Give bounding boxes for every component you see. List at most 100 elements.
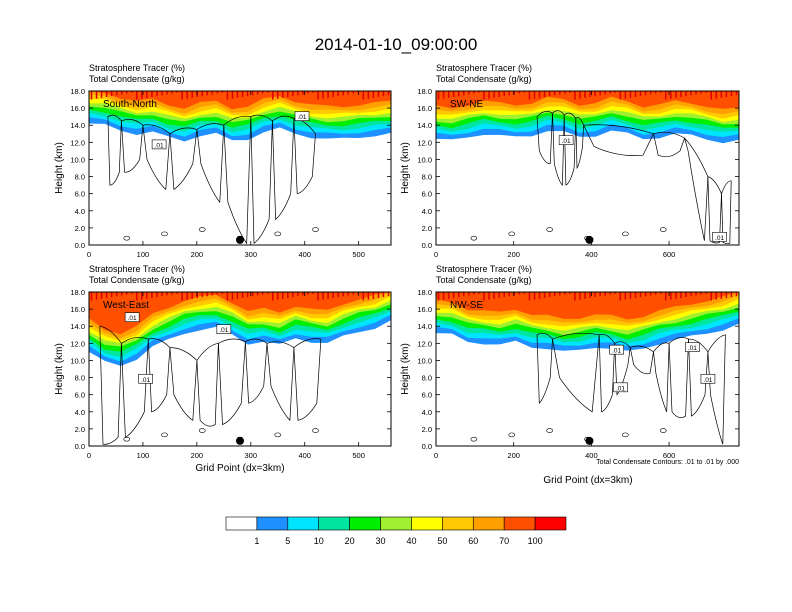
- condensate-contour: [169, 347, 198, 421]
- colorbar-label: 20: [345, 536, 355, 546]
- plot-frame: [88, 291, 392, 447]
- condensate-contour: [508, 432, 516, 438]
- condensate-contour: [470, 436, 478, 442]
- y-tick-label: 10.0: [70, 356, 85, 365]
- y-tick-label: 12.0: [417, 339, 432, 348]
- contour-label-box: [151, 139, 167, 150]
- y-tick-label: 6.0: [75, 190, 85, 199]
- tracer-band: [89, 91, 391, 110]
- y-tick-label: 4.0: [75, 408, 85, 417]
- contour-label: .01: [688, 345, 697, 352]
- y-tick-label: 8.0: [422, 173, 432, 182]
- contour-label: .01: [616, 385, 625, 392]
- y-tick-label: 14.0: [70, 121, 85, 130]
- contour-label: .01: [141, 377, 150, 384]
- x-tick-label: 200: [191, 250, 204, 259]
- y-tick-label: 18.0: [70, 87, 85, 96]
- colorbar-label: 1: [254, 536, 259, 546]
- y-tick-label: 14.0: [70, 322, 85, 331]
- panel-sw-ne: Stratosphere Tracer (%) Total Condensate…: [400, 63, 740, 259]
- y-tick-label: 10.0: [70, 155, 85, 164]
- panel-subtitle-tracer: Stratosphere Tracer (%): [436, 63, 532, 73]
- tracer-band: [436, 292, 739, 320]
- panel-name: NW-SE: [450, 300, 483, 311]
- panel-subtitle-tracer: Stratosphere Tracer (%): [436, 264, 532, 274]
- y-tick-label: 4.0: [422, 408, 432, 417]
- condensate-contour: [653, 131, 686, 158]
- x-tick-label: 300: [245, 451, 258, 460]
- condensate-contour: [653, 342, 670, 412]
- y-tick-label: 14.0: [417, 322, 432, 331]
- y-tick-label: 2.0: [75, 224, 85, 233]
- y-tick-label: 18.0: [417, 87, 432, 96]
- contour-label-box: [613, 382, 628, 393]
- colorbar-swatch: [349, 516, 381, 531]
- y-tick-label: 18.0: [70, 288, 85, 297]
- plot-area: .01 .01 .01: [89, 292, 391, 445]
- condensate-contour: [546, 227, 553, 232]
- condensate-contour: [707, 176, 722, 244]
- y-tick-label: 8.0: [75, 374, 85, 383]
- y-tick-label: 0.0: [422, 442, 432, 451]
- condensate-contour: [707, 334, 726, 445]
- x-tick-label: 600: [663, 451, 676, 460]
- condensate-contour: [312, 227, 319, 232]
- condensate-contour: [223, 115, 252, 245]
- y-axis-label: Height (km): [400, 142, 411, 194]
- y-tick-label: 2.0: [75, 425, 85, 434]
- colorbar-swatch: [442, 516, 474, 531]
- panel-subtitle-condensate: Total Condensate (g/kg): [436, 275, 532, 285]
- plot-area: .01 .01: [89, 91, 391, 245]
- y-tick-label: 0.0: [422, 241, 432, 250]
- x-tick-label: 400: [298, 451, 311, 460]
- condensate-contour: [629, 345, 654, 375]
- panel-subtitle-tracer: Stratosphere Tracer (%): [89, 63, 185, 73]
- colorbar-swatch: [534, 516, 567, 531]
- contour-label: .01: [155, 142, 164, 149]
- y-tick-label: 0.0: [75, 241, 85, 250]
- y-tick-label: 10.0: [417, 356, 432, 365]
- panel-subtitle-tracer: Stratosphere Tracer (%): [89, 264, 185, 274]
- condensate-contour: [169, 127, 198, 191]
- x-tick-label: 300: [245, 250, 258, 259]
- x-tick-label: 200: [191, 451, 204, 460]
- panel-subtitle-condensate: Total Condensate (g/kg): [89, 275, 185, 285]
- x-tick-label: 0: [434, 250, 438, 259]
- colorbar-swatch: [256, 516, 289, 531]
- y-tick-label: 10.0: [417, 155, 432, 164]
- panel-name: South-North: [103, 99, 157, 110]
- y-tick-label: 16.0: [417, 305, 432, 314]
- contour-info-note: Total Condensate Contours: .01 to .01 by…: [596, 459, 739, 466]
- x-tick-label: 400: [585, 451, 598, 460]
- y-tick-label: 2.0: [422, 425, 432, 434]
- condensate-contour: [99, 325, 122, 445]
- panel-name: SW-NE: [450, 99, 483, 110]
- condensate-contour: [293, 338, 322, 421]
- contour-label-box: [294, 111, 310, 121]
- x-axis-label: Grid Point (dx=3km): [543, 475, 632, 486]
- location-marker: [585, 235, 594, 244]
- condensate-contour: [121, 118, 144, 173]
- panel-subtitle-condensate: Total Condensate (g/kg): [436, 74, 532, 84]
- y-axis-label: Height (km): [400, 343, 411, 395]
- x-axis-label: Grid Point (dx=3km): [195, 463, 284, 474]
- y-tick-label: 8.0: [75, 173, 85, 182]
- colorbar-label: 30: [376, 536, 386, 546]
- condensate-contour: [161, 432, 168, 438]
- condensate-contour: [245, 338, 268, 404]
- panel-name: West-East: [103, 300, 149, 311]
- contour-label: .01: [715, 235, 724, 242]
- x-tick-label: 0: [434, 451, 438, 460]
- x-tick-label: 0: [87, 250, 91, 259]
- colorbar-label: 70: [499, 536, 509, 546]
- condensate-contour: [250, 114, 273, 244]
- y-tick-label: 14.0: [417, 121, 432, 130]
- contour-label: .01: [219, 327, 228, 334]
- x-tick-label: 400: [298, 250, 311, 259]
- condensate-contour: [721, 180, 732, 244]
- condensate-contour: [684, 137, 709, 241]
- condensate-contour: [659, 428, 667, 433]
- contour-label: .01: [612, 348, 621, 355]
- colorbar-swatch: [472, 516, 505, 531]
- colorbar-label: 100: [528, 536, 543, 546]
